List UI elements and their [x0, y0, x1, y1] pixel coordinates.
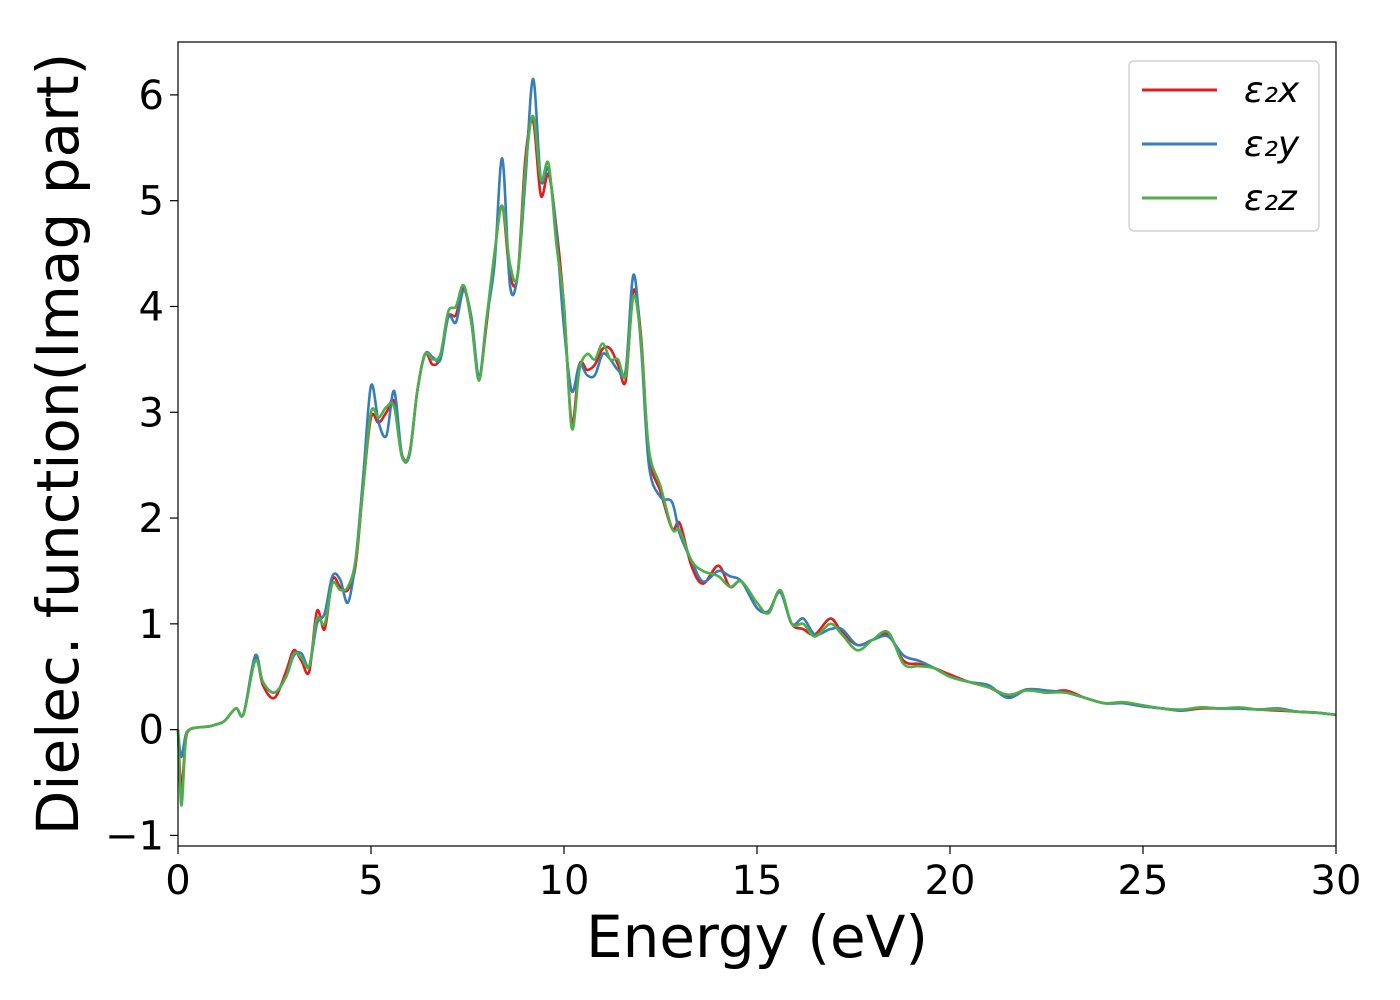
y-tick-label: 2 — [139, 496, 164, 542]
y-tick-label: 3 — [139, 390, 164, 436]
x-tick-label: 30 — [1311, 858, 1362, 904]
y-tick-label: −1 — [105, 813, 164, 859]
x-tick-label: 25 — [1118, 858, 1169, 904]
y-tick-label: 4 — [139, 284, 164, 330]
x-tick-label: 20 — [925, 858, 976, 904]
x-tick-label: 15 — [732, 858, 783, 904]
legend-label-2: ε₂y — [1244, 124, 1300, 165]
legend-box — [1128, 60, 1320, 232]
x-axis: 0 5 10 15 20 25 30 — [165, 846, 1361, 904]
series-layer — [176, 77, 1337, 807]
y-axis: −1 0 1 2 3 4 5 6 — [105, 73, 178, 859]
y-tick-label: 5 — [139, 179, 164, 225]
x-axis-label: Energy (eV) — [586, 903, 928, 971]
y-axis-label: Dielec. function(Imag part) — [24, 53, 92, 836]
legend: ε₂x ε₂y ε₂z — [1128, 60, 1320, 232]
series-line-3 — [176, 114, 1337, 807]
y-tick-label: 6 — [139, 73, 164, 119]
y-tick-label: 0 — [139, 708, 164, 754]
x-tick-label: 10 — [539, 858, 590, 904]
legend-label-1: ε₂x — [1244, 70, 1300, 111]
legend-label-3: ε₂z — [1244, 178, 1298, 219]
x-tick-label: 5 — [358, 858, 383, 904]
x-tick-label: 0 — [165, 858, 190, 904]
y-tick-label: 1 — [139, 602, 164, 648]
